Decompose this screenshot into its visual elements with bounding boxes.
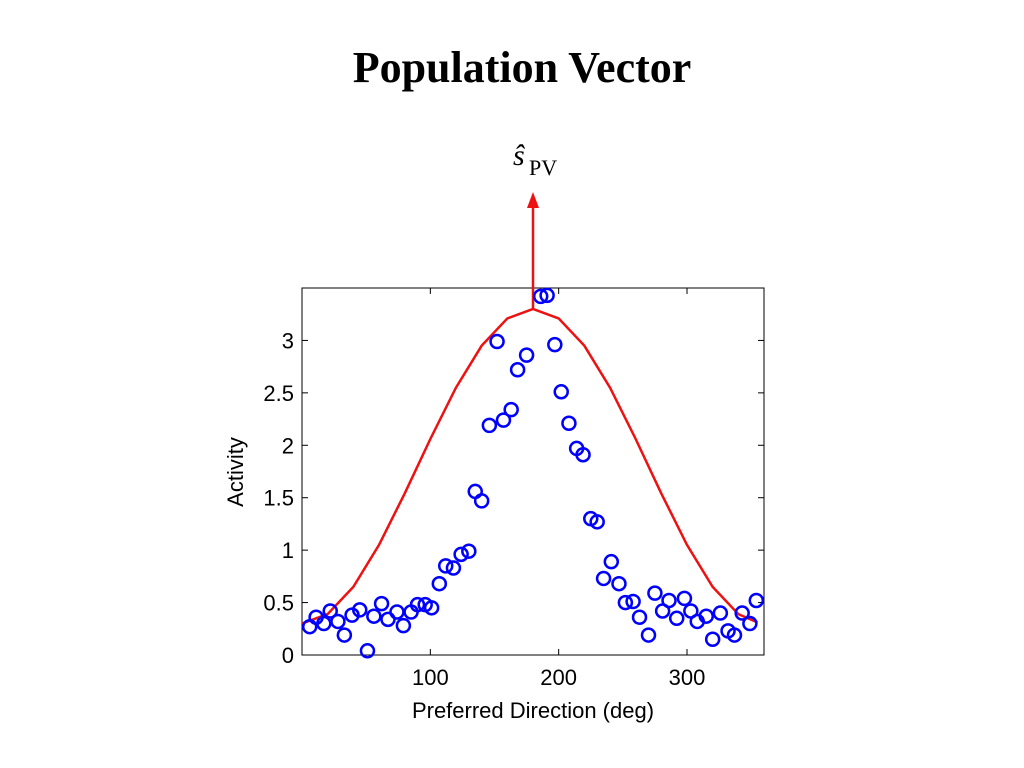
- data-point: [668, 610, 685, 627]
- data-point: [704, 631, 721, 648]
- data-point: [322, 603, 338, 619]
- data-point: [661, 592, 677, 609]
- y-tick-label: 2.5: [263, 381, 294, 406]
- data-point: [734, 605, 750, 621]
- data-point: [647, 585, 663, 601]
- data-point: [698, 608, 714, 624]
- data-point: [301, 618, 318, 635]
- data-point: [330, 613, 346, 630]
- y-tick-label: 0.5: [263, 591, 294, 616]
- data-point: [625, 593, 641, 610]
- x-axis-label: Preferred Direction (deg): [412, 698, 654, 723]
- data-point: [423, 600, 440, 616]
- data-point: [589, 514, 605, 530]
- data-point: [473, 493, 490, 509]
- x-tick-label: 200: [540, 665, 577, 690]
- data-point: [553, 384, 569, 400]
- data-point: [532, 288, 549, 305]
- y-tick-label: 1.5: [263, 486, 294, 511]
- data-point: [726, 627, 743, 643]
- pv-subscript: PV: [529, 155, 557, 180]
- data-point: [495, 412, 512, 428]
- data-point: [561, 415, 577, 432]
- data-point: [352, 602, 368, 618]
- y-tick-label: 2: [282, 433, 294, 458]
- data-point: [453, 546, 469, 563]
- data-point: [461, 543, 477, 559]
- x-tick-label: 100: [412, 665, 449, 690]
- data-point: [518, 347, 535, 363]
- y-axis-label: Activity: [223, 437, 248, 507]
- data-point: [631, 609, 648, 626]
- data-point: [748, 592, 765, 609]
- data-point: [409, 596, 426, 613]
- y-tick-label: 1: [282, 538, 294, 563]
- y-tick-label: 0: [282, 643, 294, 668]
- data-point: [611, 575, 627, 592]
- plot-frame: [301, 287, 765, 656]
- data-point: [467, 483, 483, 500]
- chart-title: Population Vector: [353, 43, 692, 92]
- data-point: [640, 627, 657, 643]
- data-point: [595, 570, 612, 587]
- data-point: [373, 595, 390, 612]
- data-point: [547, 336, 563, 353]
- pv-arrowhead: [527, 192, 539, 208]
- pv-symbol: ŝ: [513, 139, 525, 172]
- x-tick-label: 300: [669, 665, 706, 690]
- tuning-curve: [301, 307, 759, 625]
- data-point: [575, 446, 591, 463]
- data-point: [503, 401, 519, 418]
- data-point: [316, 615, 332, 632]
- data-point: [617, 594, 634, 611]
- data-point: [539, 287, 555, 304]
- data-point: [445, 560, 462, 576]
- data-point: [431, 575, 448, 592]
- data-point: [742, 615, 758, 632]
- y-tick-label: 3: [282, 328, 294, 353]
- data-point: [489, 333, 505, 350]
- data-point: [437, 558, 454, 574]
- data-point: [676, 590, 693, 607]
- data-point: [712, 605, 729, 621]
- data-point: [603, 553, 620, 570]
- data-point: [366, 608, 382, 624]
- data-point: [481, 417, 498, 434]
- data-point: [380, 611, 396, 628]
- data-point: [395, 617, 412, 634]
- data-point: [509, 362, 526, 378]
- data-point: [359, 643, 376, 659]
- data-point: [336, 627, 353, 643]
- data-point: [389, 604, 405, 620]
